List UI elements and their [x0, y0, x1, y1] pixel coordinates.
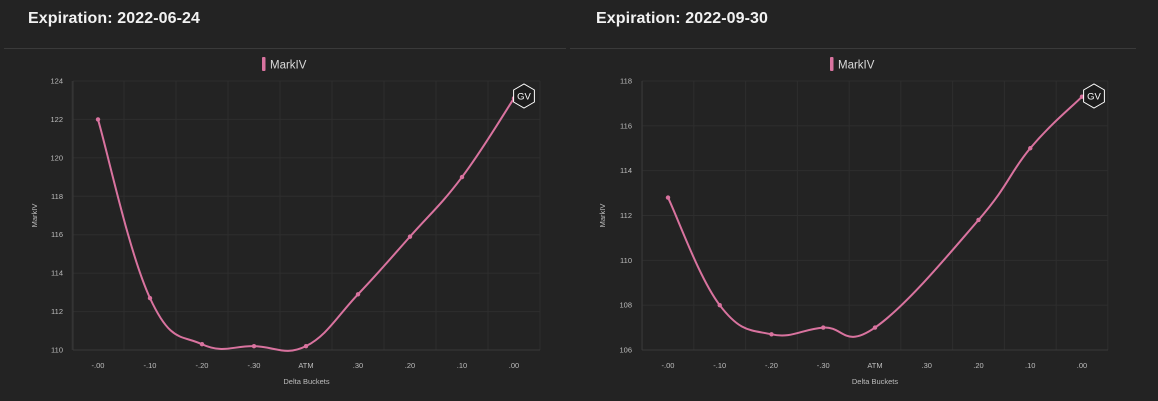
- gv-badge-shape: [1083, 83, 1105, 109]
- y-tick-label: 110: [620, 256, 632, 265]
- data-point: [407, 234, 413, 239]
- x-tick-label: -.20: [765, 361, 778, 370]
- panel-title: Expiration: 2022-06-24: [28, 10, 201, 27]
- gv-watermark: GV: [1083, 83, 1105, 109]
- y-axis-title: MarkIV: [598, 204, 607, 228]
- data-point: [355, 292, 361, 297]
- legend-label: MarkIV: [838, 60, 875, 72]
- y-tick-label: 118: [620, 77, 632, 86]
- data-point: [769, 332, 774, 337]
- panel-title: Expiration: 2022-09-30: [596, 10, 769, 27]
- x-tick-label: -.00: [662, 361, 675, 370]
- data-point: [199, 342, 205, 347]
- data-point: [95, 117, 101, 122]
- series-line: [97, 97, 515, 352]
- y-tick-label: 114: [51, 269, 63, 278]
- data-point: [459, 174, 465, 180]
- y-tick-label: 114: [620, 166, 632, 175]
- legend-swatch: [262, 57, 266, 71]
- y-tick-label: 108: [619, 301, 632, 310]
- x-tick-label: ATM: [867, 361, 882, 370]
- data-point: [717, 302, 722, 308]
- legend: MarkIV: [830, 57, 875, 72]
- x-tick-label: .30: [922, 361, 932, 370]
- legend-swatch: [830, 57, 834, 71]
- chart-panel-left: Expiration: 2022-06-24 110 112 114 116 118 12…: [0, 0, 570, 401]
- x-tick-label: .00: [509, 361, 519, 370]
- y-tick-label: 110: [51, 346, 63, 355]
- y-tick-label: 118: [51, 192, 63, 201]
- x-tick-label: -.20: [196, 361, 209, 370]
- data-point: [1028, 146, 1033, 151]
- y-tick-label: 116: [51, 230, 63, 239]
- data-point: [665, 195, 671, 200]
- chart-panel-right: Expiration: 2022-09-30 106 108 110 112 114 11…: [570, 0, 1158, 401]
- x-axis-title: Delta Buckets: [852, 377, 899, 386]
- gv-watermark: GV: [513, 83, 535, 109]
- header-divider: [570, 48, 1136, 49]
- data-point: [872, 325, 878, 330]
- x-axis-title: Delta Buckets: [283, 377, 330, 386]
- gv-badge-text: GV: [517, 92, 531, 103]
- y-axis-title: MarkIV: [30, 204, 39, 228]
- data-point: [976, 217, 981, 223]
- x-tick-label: -.10: [144, 361, 157, 370]
- legend-label: MarkIV: [270, 60, 307, 72]
- y-tick-label: 116: [620, 121, 632, 130]
- x-tick-label: .20: [405, 361, 415, 370]
- y-tick-label: 120: [50, 153, 63, 162]
- gv-badge-text: GV: [1087, 92, 1101, 103]
- data-point: [821, 325, 826, 330]
- y-tick-label: 122: [50, 115, 63, 124]
- y-tick-label: 106: [619, 346, 632, 355]
- data-point: [147, 295, 153, 301]
- legend: MarkIV: [262, 57, 307, 72]
- x-tick-label: .10: [1025, 361, 1035, 370]
- header-divider: [4, 48, 566, 49]
- markiv-line-chart: 110 112 114 116 118 120 122 124 -.00 -.10 -.20 -.30…: [30, 57, 541, 386]
- series-line: [667, 95, 1083, 338]
- y-tick-label: 124: [50, 77, 63, 86]
- x-tick-label: -.10: [713, 361, 726, 370]
- x-tick-label: .20: [973, 361, 983, 370]
- data-point: [1079, 94, 1085, 99]
- x-tick-label: .30: [353, 361, 363, 370]
- x-tick-label: -.30: [817, 361, 830, 370]
- data-point: [303, 343, 309, 349]
- data-point: [251, 343, 257, 349]
- x-tick-label: -.00: [92, 361, 105, 370]
- gridlines: [641, 80, 1109, 351]
- x-tick-label: ATM: [298, 361, 313, 370]
- markiv-line-chart: 106 108 110 112 114 116 118 -.00 -.10 -.20 -.30 ATM…: [598, 57, 1109, 386]
- x-tick-label: .10: [457, 361, 467, 370]
- y-tick-label: 112: [620, 211, 632, 220]
- gv-badge-shape: [513, 83, 535, 109]
- x-tick-label: -.30: [248, 361, 261, 370]
- y-tick-label: 112: [51, 307, 63, 316]
- gridlines: [71, 80, 541, 351]
- x-tick-label: .00: [1077, 361, 1087, 370]
